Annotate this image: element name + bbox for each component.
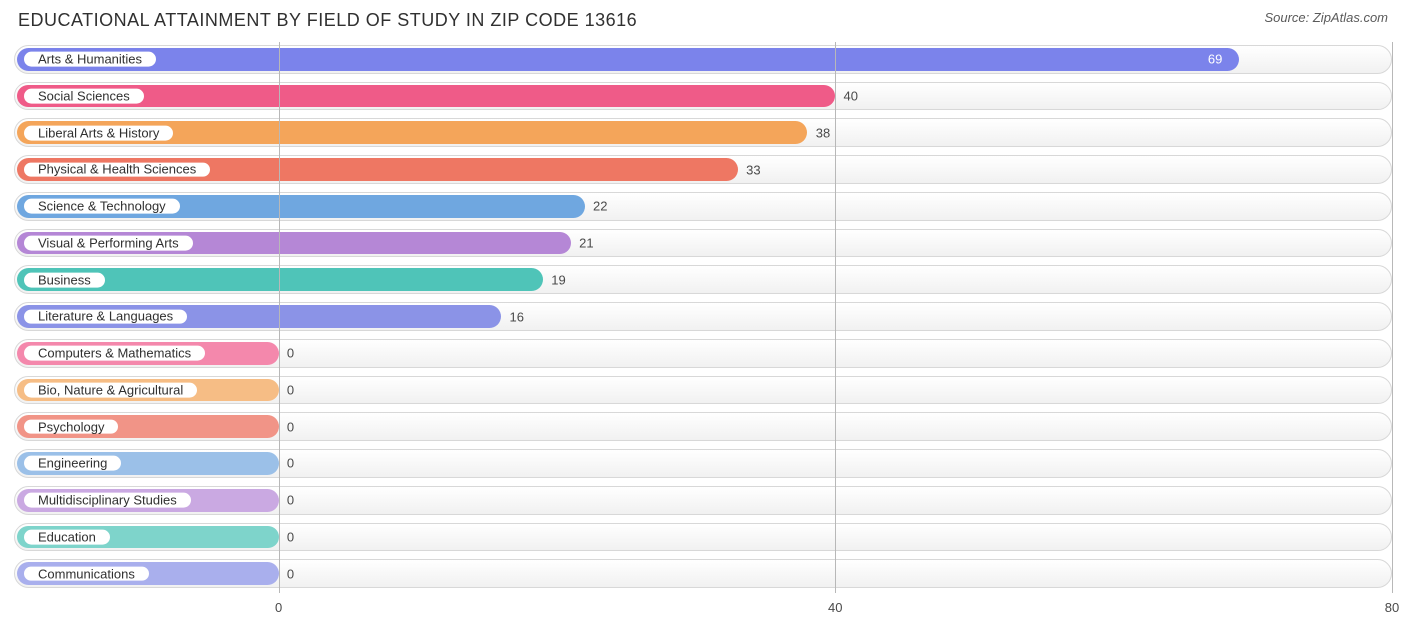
bar-row: Bio, Nature & Agricultural 0: [14, 375, 1392, 406]
bar-row: Literature & Languages 16: [14, 301, 1392, 332]
category-label: Communications: [22, 564, 151, 583]
chart-title: EDUCATIONAL ATTAINMENT BY FIELD OF STUDY…: [18, 10, 637, 31]
bar-row: Computers & Mathematics 0: [14, 338, 1392, 369]
bar-row: Social Sciences 40: [14, 81, 1392, 112]
bar-row: Science & Technology 22: [14, 191, 1392, 222]
bar-row: Psychology 0: [14, 411, 1392, 442]
category-label: Science & Technology: [22, 197, 182, 216]
value-label: 0: [287, 419, 294, 434]
bar-row: Physical & Health Sciences 33: [14, 154, 1392, 185]
category-label: Liberal Arts & History: [22, 123, 175, 142]
x-tick-label: 0: [275, 600, 282, 615]
bar-row: Communications 0: [14, 558, 1392, 589]
bar-row: Arts & Humanities 69: [14, 44, 1392, 75]
chart-area: Arts & Humanities 69 Social Sciences 40 Libe…: [14, 44, 1392, 617]
category-label: Business: [22, 270, 107, 289]
category-label: Psychology: [22, 417, 120, 436]
value-label: 22: [593, 199, 607, 214]
value-label: 0: [287, 529, 294, 544]
value-label: 69: [1208, 52, 1222, 67]
category-label: Social Sciences: [22, 87, 146, 106]
bar-row: Engineering 0: [14, 448, 1392, 479]
bar-row: Business 19: [14, 264, 1392, 295]
category-label: Computers & Mathematics: [22, 344, 207, 363]
gridline: [1392, 42, 1393, 593]
chart-source: Source: ZipAtlas.com: [1264, 10, 1388, 25]
bar-fill: [17, 48, 1239, 71]
chart-header: EDUCATIONAL ATTAINMENT BY FIELD OF STUDY…: [0, 0, 1406, 40]
bar-row: Education 0: [14, 522, 1392, 553]
category-label: Literature & Languages: [22, 307, 189, 326]
value-label: 0: [287, 566, 294, 581]
x-tick-label: 80: [1385, 600, 1399, 615]
bar-row: Visual & Performing Arts 21: [14, 228, 1392, 259]
category-label: Engineering: [22, 454, 123, 473]
value-label: 33: [746, 162, 760, 177]
value-label: 16: [510, 309, 524, 324]
x-tick-label: 40: [828, 600, 842, 615]
value-label: 38: [816, 125, 830, 140]
value-label: 0: [287, 456, 294, 471]
bar-row: Liberal Arts & History 38: [14, 117, 1392, 148]
category-label: Education: [22, 528, 112, 547]
value-label: 0: [287, 493, 294, 508]
category-label: Physical & Health Sciences: [22, 160, 212, 179]
category-label: Bio, Nature & Agricultural: [22, 381, 199, 400]
value-label: 21: [579, 236, 593, 251]
category-label: Arts & Humanities: [22, 50, 158, 69]
value-label: 40: [844, 89, 858, 104]
category-label: Multidisciplinary Studies: [22, 491, 193, 510]
bar-list: Arts & Humanities 69 Social Sciences 40 Libe…: [14, 44, 1392, 589]
category-label: Visual & Performing Arts: [22, 234, 195, 253]
value-label: 19: [551, 272, 565, 287]
bar-row: Multidisciplinary Studies 0: [14, 485, 1392, 516]
value-label: 0: [287, 346, 294, 361]
value-label: 0: [287, 382, 294, 397]
